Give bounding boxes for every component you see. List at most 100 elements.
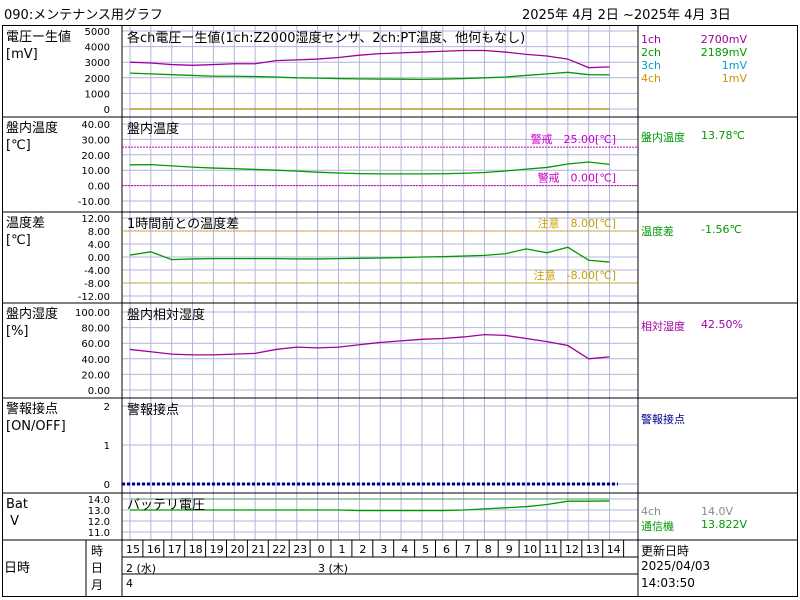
y-tick-label: 0.00 bbox=[88, 182, 110, 193]
hour-label: 2 bbox=[359, 543, 367, 556]
y-tick-label: 0 bbox=[104, 480, 110, 491]
graph-frame bbox=[2, 25, 798, 597]
hour-label: 22 bbox=[272, 543, 287, 556]
hour-label: 18 bbox=[188, 543, 203, 556]
y-tick-label: 11.0 bbox=[88, 528, 110, 539]
legend-value: 1mV bbox=[721, 72, 747, 85]
legend-value: 1mV bbox=[721, 59, 747, 72]
y-tick-label: 2 bbox=[104, 402, 110, 413]
hour-label: 1 bbox=[338, 543, 346, 556]
hour-label: 0 bbox=[317, 543, 325, 556]
panel-label: 電圧ー生値 [mV] bbox=[6, 30, 72, 62]
hour-label: 15 bbox=[126, 543, 140, 556]
y-tick-label: -8.00 bbox=[84, 279, 110, 290]
legend-entry: 3ch 1mV bbox=[641, 59, 791, 72]
legend-value: 13.822V bbox=[701, 518, 748, 531]
day-row-label: 日 bbox=[91, 561, 104, 575]
series-line bbox=[129, 49, 610, 69]
y-tick-label: 3000 bbox=[85, 58, 110, 69]
month-label: 4 bbox=[126, 577, 133, 590]
hour-label: 11 bbox=[544, 543, 558, 556]
y-tick-label: 20.00 bbox=[81, 151, 110, 162]
updated-date: 2025/04/03 bbox=[641, 559, 711, 573]
y-tick-label: 0.00 bbox=[88, 386, 110, 397]
chart-title: 各ch電圧ー生値(1ch:Z2000湿度センサ、2ch:PT温度、他何もなし) bbox=[127, 31, 526, 46]
y-tick-label: 13.0 bbox=[88, 506, 110, 517]
hour-label: 9 bbox=[505, 543, 513, 556]
legend-entry: 2ch 2189mV bbox=[641, 46, 791, 59]
threshold-label: 警戒 25.00[℃] bbox=[531, 132, 616, 146]
day-label-2: 2 (水) bbox=[126, 562, 157, 575]
threshold-label: 注意 -8.00[℃] bbox=[534, 268, 616, 282]
panel-label: 警報接点 [ON/OFF] bbox=[6, 402, 66, 434]
y-tick-label: 100.00 bbox=[75, 308, 110, 319]
hour-label: 6 bbox=[443, 543, 450, 556]
legend-name: 4ch bbox=[641, 505, 662, 518]
chart-title: 盤内温度 bbox=[127, 122, 180, 137]
legend-value: 14.0V bbox=[701, 505, 734, 518]
legend-value: 42.50% bbox=[701, 318, 743, 331]
series-line bbox=[129, 161, 610, 175]
panel-label: 盤内湿度 [%] bbox=[6, 307, 59, 339]
panel-label: 温度差 [℃] bbox=[6, 216, 46, 248]
series-line bbox=[129, 333, 610, 360]
legend-entry: 通信機 13.822V bbox=[641, 518, 791, 534]
legend-name: 2ch bbox=[641, 46, 662, 59]
legend-entry: 盤内温度 13.78℃ bbox=[641, 129, 791, 145]
y-tick-label: 40.00 bbox=[81, 120, 110, 131]
legend-entry: 相対湿度 42.50% bbox=[641, 318, 791, 334]
series-line bbox=[129, 71, 610, 81]
separator-layer bbox=[2, 26, 797, 596]
legend-value: -1.56℃ bbox=[701, 223, 742, 236]
legend-value: 2189mV bbox=[700, 46, 747, 59]
hour-row-label: 時 bbox=[91, 544, 104, 558]
y-tick-label: 30.00 bbox=[81, 135, 110, 146]
panel-label: 盤内温度 [℃] bbox=[6, 121, 59, 153]
chart-title: 盤内相対湿度 bbox=[127, 308, 206, 323]
hour-label: 20 bbox=[230, 543, 245, 556]
legend-name: 3ch bbox=[641, 59, 662, 72]
y-tick-label: 1 bbox=[104, 441, 110, 452]
hour-label: 7 bbox=[463, 543, 471, 556]
y-tick-label: 14.0 bbox=[88, 495, 110, 506]
legend-entry: 警報接点 bbox=[641, 411, 791, 427]
updated-time: 14:03:50 bbox=[641, 576, 695, 590]
y-tick-label: 12.00 bbox=[81, 214, 110, 225]
y-tick-label: 1000 bbox=[85, 89, 110, 100]
day-label-3: 3 (木) bbox=[318, 562, 349, 575]
series-line bbox=[129, 246, 610, 263]
hour-label: 21 bbox=[251, 543, 266, 556]
y-tick-label: -4.00 bbox=[84, 266, 110, 277]
hour-label: 12 bbox=[564, 543, 579, 556]
legend-entry: 温度差 -1.56℃ bbox=[641, 223, 791, 239]
y-tick-label: 20.00 bbox=[81, 370, 110, 381]
threshold-label: 警戒 0.00[℃] bbox=[538, 171, 616, 185]
y-tick-label: -10.00 bbox=[78, 197, 110, 208]
text-layer: 50004000300020001000040.0030.0020.0010.0… bbox=[75, 27, 616, 539]
series-layer bbox=[122, 49, 638, 512]
hour-label: 4 bbox=[401, 543, 409, 556]
legend-name: 4ch bbox=[641, 72, 662, 85]
legend-value: 2700mV bbox=[700, 33, 747, 46]
hour-label: 14 bbox=[606, 543, 621, 556]
y-tick-label: 10.00 bbox=[81, 166, 110, 177]
y-tick-label: 4000 bbox=[85, 43, 110, 54]
panel-label: Bat V bbox=[6, 497, 28, 529]
chart-title: 警報接点 bbox=[127, 403, 180, 418]
y-tick-label: 40.00 bbox=[81, 355, 110, 366]
hour-label: 19 bbox=[209, 543, 224, 556]
legend-entry: 4ch 14.0V bbox=[641, 505, 791, 518]
y-tick-label: 12.0 bbox=[88, 517, 110, 528]
y-tick-label: 4.00 bbox=[88, 240, 110, 251]
y-tick-label: 8.00 bbox=[88, 227, 110, 238]
hour-label: 5 bbox=[422, 543, 430, 556]
legend-name: 盤内温度 bbox=[641, 131, 685, 144]
series-line bbox=[130, 500, 610, 512]
legend-name: 1ch bbox=[641, 33, 662, 46]
legend-name: 警報接点 bbox=[641, 413, 685, 426]
y-tick-label: 0 bbox=[104, 105, 110, 116]
y-tick-label: 60.00 bbox=[81, 339, 110, 350]
threshold-label: 注意 8.00[℃] bbox=[538, 216, 616, 230]
updated-label: 更新日時 bbox=[641, 544, 690, 558]
